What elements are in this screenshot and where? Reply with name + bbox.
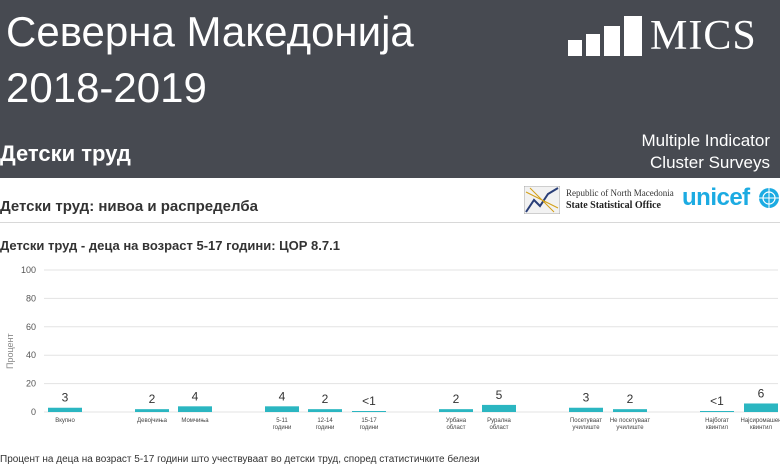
- category-label: Девојчиња: [137, 418, 168, 424]
- bar: [700, 411, 734, 412]
- bar: [178, 406, 212, 412]
- unicef-wordmark: unicef: [682, 184, 750, 211]
- bar: [439, 409, 473, 412]
- mics-logo: MICS: [568, 12, 768, 60]
- logo-bar-4: [624, 16, 642, 56]
- sso-line-1: Republic of North Macedonia: [566, 188, 674, 198]
- survey-years: 2018-2019: [6, 64, 207, 111]
- category-label: Рурална: [487, 418, 511, 424]
- category-label: квинтил: [750, 425, 773, 431]
- y-axis-label: Процент: [5, 333, 15, 369]
- section-divider: [0, 222, 780, 223]
- category-label: Урбана: [446, 418, 467, 424]
- bar-value-label: 6: [758, 386, 765, 400]
- logo-bar-1: [568, 40, 582, 56]
- bar-value-label: 2: [627, 392, 634, 406]
- bar: [308, 409, 342, 412]
- category-label: училиште: [616, 425, 644, 431]
- chart-footnote: Процент на деца на возраст 5-17 години ш…: [0, 454, 480, 465]
- subtitle-line-1: Multiple Indicator: [641, 131, 770, 150]
- sso-emblem-icon: [524, 186, 560, 214]
- bar-value-label: 3: [583, 391, 590, 405]
- header-banner: Северна Македонија 2018-2019 Детски труд…: [0, 0, 780, 178]
- bar-value-label: 2: [149, 392, 156, 406]
- y-tick-label: 40: [26, 350, 36, 360]
- report-title: Детски труд: [0, 141, 131, 166]
- category-label: години: [360, 425, 379, 431]
- category-label: Најсиромашен: [741, 418, 780, 424]
- chart-grid: 0 20 40 60 80 100 Процент: [5, 265, 778, 417]
- bar-value-label: 5: [496, 388, 503, 402]
- bar-value-label: 2: [453, 392, 460, 406]
- category-label: област: [489, 425, 508, 431]
- y-tick-label: 0: [31, 407, 36, 417]
- country-title: Северна Македонија: [6, 8, 414, 55]
- bar: [48, 407, 82, 412]
- bar: [744, 403, 778, 412]
- category-label: години: [316, 425, 335, 431]
- logo-wordmark: MICS: [650, 13, 757, 59]
- bar-value-label: <1: [710, 394, 724, 408]
- category-label: 15-17: [361, 418, 377, 424]
- bar-value-label: 4: [279, 389, 286, 403]
- category-label: училиште: [572, 425, 600, 431]
- chart-labels: 3Вкупно2Девојчиња4Момчиња45-11години212-…: [55, 386, 780, 431]
- bar-value-label: <1: [362, 394, 376, 408]
- bar: [265, 406, 299, 412]
- subtitle-line-2: Cluster Surveys: [650, 153, 770, 172]
- category-label: Вкупно: [55, 418, 75, 424]
- y-tick-label: 100: [21, 265, 36, 275]
- state-statistical-office-logo: Republic of North Macedonia State Statis…: [524, 186, 674, 216]
- category-label: квинтил: [706, 425, 729, 431]
- chart-bars: [48, 403, 778, 412]
- bar: [482, 404, 516, 412]
- category-label: Момчиња: [181, 418, 209, 424]
- bar: [613, 409, 647, 412]
- bar-value-label: 4: [192, 389, 199, 403]
- bar: [352, 411, 386, 412]
- category-label: години: [273, 425, 292, 431]
- unicef-emblem-icon: [759, 188, 779, 208]
- bar-value-label: 2: [322, 392, 329, 406]
- unicef-logo: unicef: [682, 184, 780, 216]
- category-label: 5-11: [276, 418, 288, 424]
- category-label: област: [446, 425, 465, 431]
- y-tick-label: 60: [26, 322, 36, 332]
- section-title: Детски труд: нивоа и распределба: [0, 198, 258, 215]
- bar-value-label: 3: [62, 391, 69, 405]
- category-label: Не посетуваат: [610, 418, 651, 424]
- category-label: 12-14: [317, 418, 333, 424]
- y-tick-label: 80: [26, 293, 36, 303]
- y-tick-label: 20: [26, 379, 36, 389]
- category-label: Посетуваат: [570, 418, 602, 424]
- chart-title: Детски труд - деца на возраст 5-17 годин…: [0, 238, 340, 253]
- bar-chart: 0 20 40 60 80 100 Процент 3 Вкупно 2 Девојчиња 4 Мо…: [5, 265, 780, 431]
- logo-bar-2: [586, 34, 600, 56]
- category-label: Најбогат: [705, 418, 729, 424]
- sso-line-2: State Statistical Office: [566, 200, 661, 211]
- bar: [569, 407, 603, 412]
- bar: [135, 409, 169, 412]
- logo-bar-3: [604, 26, 620, 56]
